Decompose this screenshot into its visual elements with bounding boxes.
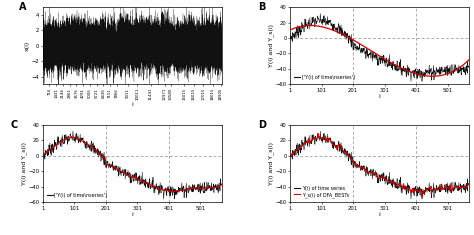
X-axis label: i: i <box>131 102 133 107</box>
X-axis label: i: i <box>379 94 381 99</box>
Legend: ['Y(i) of time\nseries']: ['Y(i) of time\nseries'] <box>45 191 109 200</box>
Y-axis label: x(i): x(i) <box>25 41 30 51</box>
Y-axis label: Y(i) and Y_s(i): Y(i) and Y_s(i) <box>21 142 27 185</box>
X-axis label: i: i <box>379 212 381 217</box>
Legend: ['Y(i) of time\nseries']: ['Y(i) of time\nseries'] <box>292 73 356 82</box>
Text: D: D <box>258 120 266 130</box>
Text: A: A <box>19 2 27 12</box>
Y-axis label: Y(i) and Y_s(i): Y(i) and Y_s(i) <box>268 24 274 67</box>
Text: C: C <box>10 120 18 130</box>
Text: B: B <box>258 2 265 12</box>
Legend: Y(i) of time series, Y_s(i) of DFA_BESTs: Y(i) of time series, Y_s(i) of DFA_BESTs <box>292 184 351 200</box>
X-axis label: i: i <box>131 212 133 217</box>
Y-axis label: Y(i) and Y_s(i): Y(i) and Y_s(i) <box>268 142 274 185</box>
